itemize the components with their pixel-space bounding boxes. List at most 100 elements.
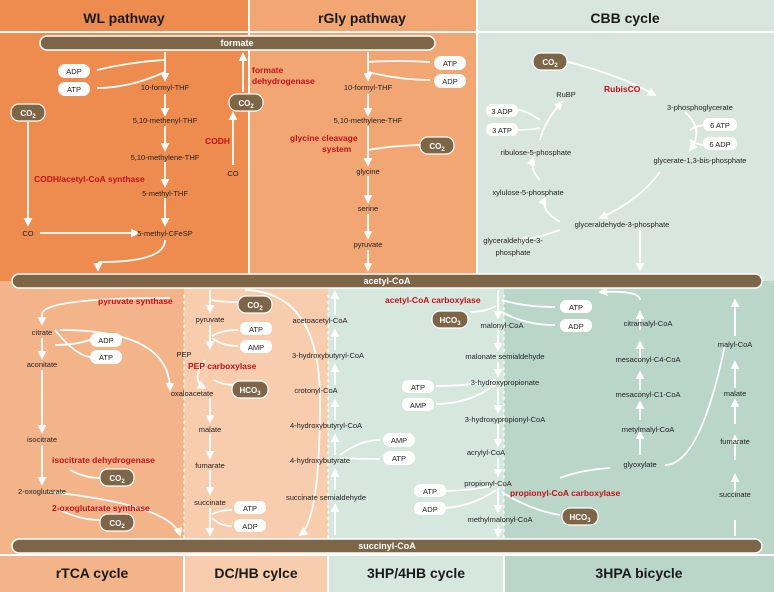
cbb-xu5p: xylulose-5-phosphate xyxy=(492,188,563,197)
wl-atp-pill xyxy=(58,82,90,96)
rgly-10-formyl-thf: 10-formyl-THF xyxy=(344,83,393,92)
cbb-g3p-out-line1: glyceraldehyde-3- xyxy=(483,236,543,245)
dchb-succinate: succinate xyxy=(194,498,226,507)
dchb-oxaloacetate: oxaloacetate xyxy=(171,389,214,398)
hp4hb-adp-a-label: ADP xyxy=(568,322,583,331)
cbb-header: CBB cycle xyxy=(590,10,659,26)
dchb-amp-pill xyxy=(240,340,272,353)
rtca-co2-1-pill xyxy=(99,468,135,487)
cbb-6atp-label: 6 ATP xyxy=(710,121,730,130)
wl-co2-left-label: CO2 xyxy=(20,109,36,120)
cbb-co2-label: CO2 xyxy=(542,58,558,69)
hp4hb-methylmalonyl-coa: methylmalonyl-CoA xyxy=(467,515,532,524)
dchb-atp1-label: ATP xyxy=(249,325,263,334)
rtca-enzyme-idh: isocitrate dehydrogenase xyxy=(52,455,155,465)
hp4hb-amp-label: AMP xyxy=(391,436,407,445)
cbb-3adp-pill xyxy=(486,104,518,117)
dchb-header: DC/HB cylce xyxy=(214,565,297,581)
hp4hb-amp-b-pill xyxy=(402,398,434,411)
cbb-ru5p: ribulose-5-phosphate xyxy=(501,148,571,157)
hp4hb-header: 3HP/4HB cycle xyxy=(367,565,465,581)
rtca-header: rTCA cycle xyxy=(56,565,129,581)
dchb-co2-pill xyxy=(237,295,273,314)
hp4hb-adp-a-pill xyxy=(560,319,592,332)
acetyl-coa-bar-label: acetyl-CoA xyxy=(363,276,411,286)
wl-co-mid: CO xyxy=(227,169,238,178)
wl-methenyl-thf: 5,10-methenyl-THF xyxy=(133,116,198,125)
rtca-citrate: citrate xyxy=(32,328,52,337)
formate-bar xyxy=(39,35,436,51)
hp4hb-acrylyl-coa: acrylyl-CoA xyxy=(467,448,505,457)
dchb-enzyme-ps: pyruvate synthase xyxy=(98,296,173,306)
wl-enzyme-codh: CODH xyxy=(205,136,230,146)
cbb-g3p-out-line2: phosphate xyxy=(495,248,530,257)
dchb-pep: PEP xyxy=(176,350,191,359)
hp4hb-malonyl-coa: malonyl-CoA xyxy=(481,321,524,330)
rgly-glycine: glycine xyxy=(356,167,379,176)
cbb-3atp-label: 3 ATP xyxy=(492,126,512,135)
cbb-6atp-pill xyxy=(703,118,737,131)
rgly-pyruvate: pyruvate xyxy=(354,240,383,249)
wl-adp-label: ADP xyxy=(66,67,81,76)
succinyl-coa-bar xyxy=(11,538,763,554)
cbb-enzyme-rubisco: RubisCO xyxy=(604,84,641,94)
cbb-rubp: RuBP xyxy=(556,90,576,99)
hp4hb-4-hydroxybutyryl-coa: 4-hydroxybutyryl-CoA xyxy=(290,421,362,430)
hpa-malate: malate xyxy=(724,389,747,398)
dchb-atp2-label: ATP xyxy=(243,504,257,513)
hpa-citramalyl-coa: citramalyl-CoA xyxy=(624,319,673,328)
rgly-enzyme-line1: glycine cleavage xyxy=(290,133,358,143)
hp4hb-hco3-b-label: HCO3 xyxy=(569,513,591,524)
hp4hb-atp-c-pill xyxy=(414,484,446,497)
hp4hb-3-hydroxypropionate: 3-hydroxypropionate xyxy=(471,378,539,387)
cbb-bpg: glycerate-1,3-bis-phosphate xyxy=(654,156,747,165)
hpa-mesaconyl-c1-coa: mesaconyl-C1-CoA xyxy=(615,390,680,399)
dchb-adp-label: ADP xyxy=(242,522,257,531)
rgly-adp-label: ADP xyxy=(442,77,457,86)
hp4hb-atp-b-pill xyxy=(402,380,434,393)
cbb-g3p: glyceraldehyde-3-phosphate xyxy=(575,220,670,229)
hp4hb-hco3-a-label: HCO3 xyxy=(439,316,461,327)
wl-co-left: CO xyxy=(22,229,33,238)
hp4hb-propionyl-coa: propionyl-CoA xyxy=(464,479,512,488)
rgly-header: rGly pathway xyxy=(318,10,406,26)
hp4hb-malonate-semialdehyde: malonate semialdehyde xyxy=(465,352,544,361)
dchb-hco3-pill xyxy=(231,380,269,399)
rtca-adp-pill xyxy=(90,333,122,347)
dchb-malate: malate xyxy=(199,425,222,434)
rtca-isocitrate: isocitrate xyxy=(27,435,57,444)
wl-co2-mid-label: CO2 xyxy=(238,99,254,110)
rtca-adp-label: ADP xyxy=(98,336,113,345)
hp4hb-atp-a-label: ATP xyxy=(569,303,583,312)
rtca-enzyme-ogs: 2-oxoglutarate synthase xyxy=(52,503,150,513)
cbb-3pg: 3-phosphoglycerate xyxy=(667,103,733,112)
hp4hb-acetoacetyl-coa: acetoacetyl-CoA xyxy=(292,316,347,325)
wl-atp-label: ATP xyxy=(67,85,81,94)
wl-10-formyl-thf: 10-formyl-THF xyxy=(141,83,190,92)
wl-enzyme-fdh-line2: dehydrogenase xyxy=(252,76,315,86)
wl-enzyme-fdh-line1: formate xyxy=(252,65,283,75)
dchb-pyruvate: pyruvate xyxy=(196,315,225,324)
rgly-adp-pill xyxy=(434,74,466,88)
rtca-co2-1-label: CO2 xyxy=(109,474,125,485)
rgly-atp-label: ATP xyxy=(443,59,457,68)
hp4hb-succinate-semialdehyde: succinate semialdehyde xyxy=(286,493,366,502)
rtca-co2-2-pill xyxy=(99,513,135,532)
wl-methylene-thf: 5,10-methylene-THF xyxy=(131,153,200,162)
dchb-atp2-pill xyxy=(234,501,266,514)
dchb-atp1-pill xyxy=(240,322,272,335)
hp4hb-atp-c-label: ATP xyxy=(423,487,437,496)
dchb-fumarate: fumarate xyxy=(195,461,225,470)
hp4hb-amp-b-label: AMP xyxy=(410,401,426,410)
hp4hb-amp-pill xyxy=(383,433,415,447)
hpa-mesaconyl-c4-coa: mesaconyl-C4-CoA xyxy=(615,355,680,364)
dchb-amp-label: AMP xyxy=(248,343,264,352)
hpa-malyl-coa: malyl-CoA xyxy=(718,340,753,349)
hp4hb-atp-pill xyxy=(383,451,415,465)
cbb-3atp-pill xyxy=(486,123,518,136)
rtca-atp-label: ATP xyxy=(99,353,113,362)
wl-co2-left-pill xyxy=(10,103,46,122)
rgly-co2-label: CO2 xyxy=(429,142,445,153)
hpa-glyoxylate: glyoxylate xyxy=(623,460,656,469)
